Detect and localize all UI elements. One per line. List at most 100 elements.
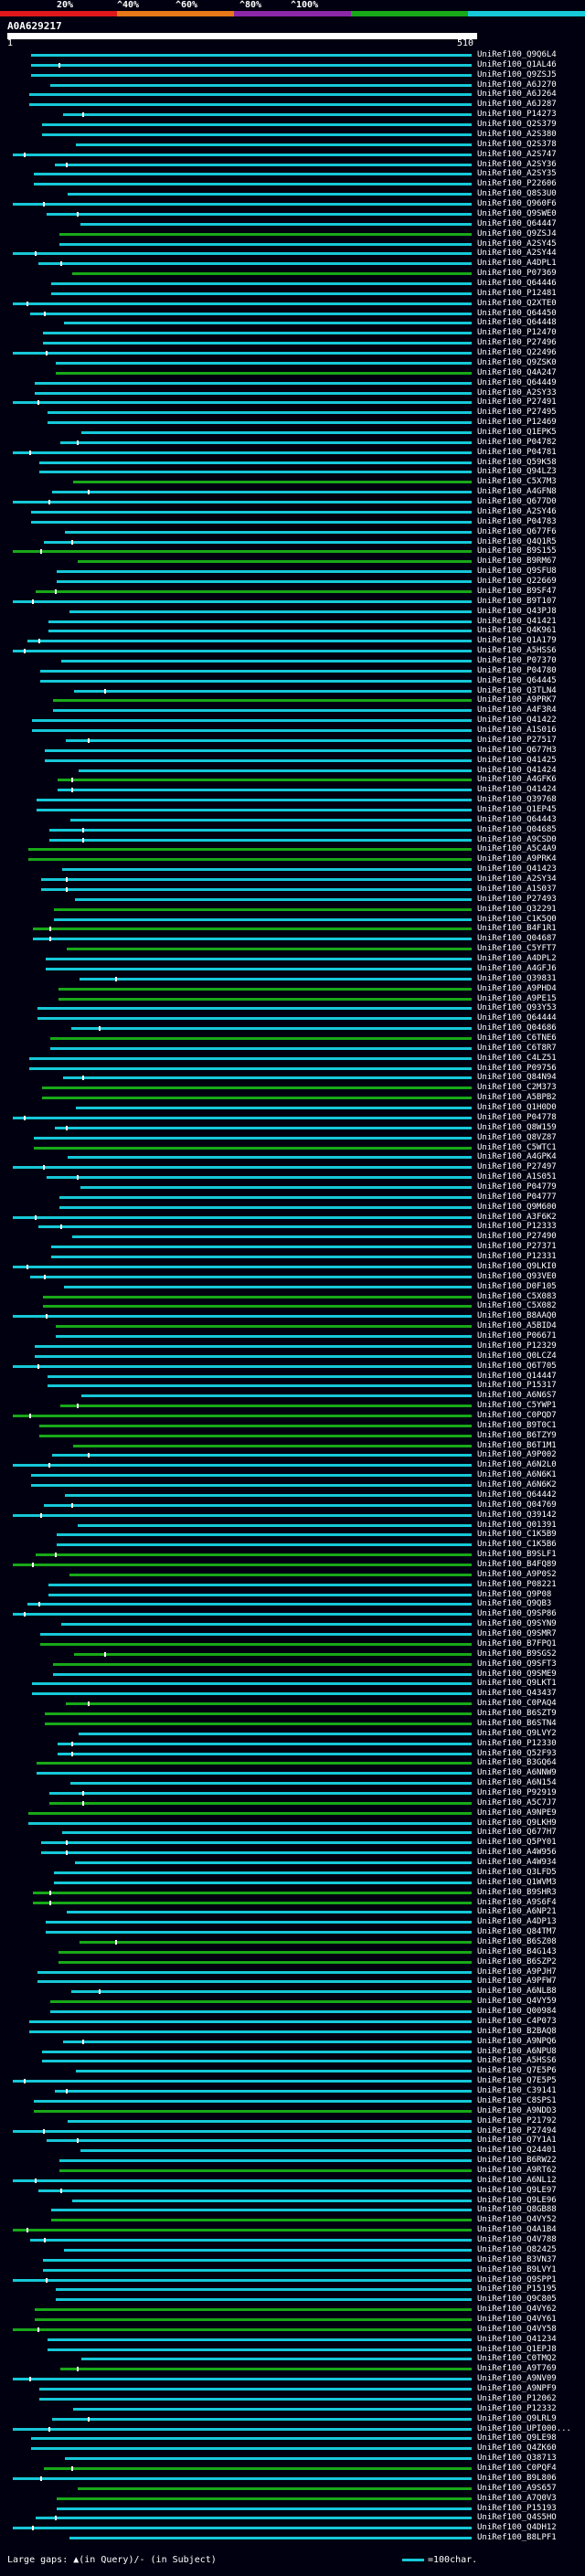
hit-id-link[interactable]: UniRef100_Q41234 [477, 2334, 557, 2344]
hit-id-link[interactable]: UniRef100_A6N154 [477, 1778, 557, 1788]
hit-id-link[interactable]: UniRef100_A2SY35 [477, 169, 557, 179]
hit-id-link[interactable]: UniRef100_C1K5B9 [477, 1530, 557, 1540]
hit-id-link[interactable]: UniRef100_C5X7M3 [477, 477, 557, 487]
hit-id-link[interactable]: UniRef100_B3VN37 [477, 2254, 557, 2264]
hit-id-link[interactable]: UniRef100_Q9Q6L4 [477, 50, 557, 59]
hit-id-link[interactable]: UniRef100_Q4A247 [477, 367, 557, 377]
hit-row[interactable]: UniRef100_Q4VY52 [0, 2215, 585, 2224]
hit-row[interactable]: UniRef100_C0PQF4 [0, 2464, 585, 2474]
hit-id-link[interactable]: UniRef100_Q9ZSJ5 [477, 69, 557, 80]
hit-row[interactable]: UniRef100_P15317 [0, 1381, 585, 1390]
hit-id-link[interactable]: UniRef100_Q677D0 [477, 497, 557, 507]
hit-id-link[interactable]: UniRef100_Q1A179 [477, 636, 557, 646]
hit-id-link[interactable]: UniRef100_C5YWP1 [477, 1401, 557, 1411]
hit-id-link[interactable]: UniRef100_A5BPB2 [477, 1093, 557, 1103]
hit-id-link[interactable]: UniRef100_P27517 [477, 735, 557, 745]
hit-id-link[interactable]: UniRef100_A6N6K1 [477, 1470, 557, 1480]
hit-id-link[interactable]: UniRef100_P12481 [477, 288, 557, 298]
hit-id-link[interactable]: UniRef100_Q4VY58 [477, 2324, 557, 2334]
hit-row[interactable]: UniRef100_C0PQD7 [0, 1411, 585, 1420]
hit-id-link[interactable]: UniRef100_B6SZT9 [477, 1709, 557, 1719]
hit-id-link[interactable]: UniRef100_Q3TLN4 [477, 685, 557, 695]
hit-row[interactable]: UniRef100_A6NL12 [0, 2176, 585, 2185]
hit-id-link[interactable]: UniRef100_P15193 [477, 2503, 557, 2513]
hit-id-link[interactable]: UniRef100_Q93VE0 [477, 1271, 557, 1281]
hit-row[interactable]: UniRef100_Q9SWE0 [0, 209, 585, 218]
hit-row[interactable]: UniRef100_Q1WVM3 [0, 1878, 585, 1887]
hit-row[interactable]: UniRef100_Q9SP86 [0, 1609, 585, 1619]
hit-row[interactable]: UniRef100_A2SY34 [0, 875, 585, 884]
hit-id-link[interactable]: UniRef100_Q9LKH9 [477, 1818, 557, 1828]
hit-id-link[interactable]: UniRef100_P06671 [477, 1331, 557, 1341]
hit-row[interactable]: UniRef100_C5X083 [0, 1292, 585, 1301]
hit-id-link[interactable]: UniRef100_A1S016 [477, 726, 557, 736]
hit-id-link[interactable]: UniRef100_B6TZY9 [477, 1430, 557, 1440]
hit-row[interactable]: UniRef100_P12332 [0, 2404, 585, 2413]
hit-id-link[interactable]: UniRef100_P27496 [477, 338, 557, 348]
hit-id-link[interactable]: UniRef100_C6T8R7 [477, 1043, 557, 1053]
hit-row[interactable]: UniRef100_Q1AL46 [0, 59, 585, 69]
hit-row[interactable]: UniRef100_Q94LZ3 [0, 467, 585, 476]
hit-row[interactable]: UniRef100_C4LZ51 [0, 1054, 585, 1063]
hit-id-link[interactable]: UniRef100_Q14447 [477, 1371, 557, 1381]
hit-row[interactable]: UniRef100_C2M373 [0, 1083, 585, 1092]
hit-row[interactable]: UniRef100_C6TNE6 [0, 1034, 585, 1043]
hit-row[interactable]: UniRef100_Q1EPJ8 [0, 2344, 585, 2354]
hit-row[interactable]: UniRef100_Q9Q6L4 [0, 50, 585, 59]
hit-id-link[interactable]: UniRef100_A9NPE9 [477, 1807, 557, 1818]
hit-id-link[interactable]: UniRef100_A4GFK6 [477, 775, 557, 785]
hit-id-link[interactable]: UniRef100_Q39142 [477, 1510, 557, 1520]
hit-row[interactable]: UniRef100_B6T1M1 [0, 1441, 585, 1450]
hit-id-link[interactable]: UniRef100_Q22496 [477, 348, 557, 358]
hit-id-link[interactable]: UniRef100_Q1EP45 [477, 805, 557, 814]
hit-id-link[interactable]: UniRef100_Q4Q1R5 [477, 536, 557, 546]
hit-row[interactable]: UniRef100_P12062 [0, 2394, 585, 2403]
hit-row[interactable]: UniRef100_Q9SMR7 [0, 1629, 585, 1639]
hit-id-link[interactable]: UniRef100_Q2S378 [477, 139, 557, 149]
hit-id-link[interactable]: UniRef100_Q04686 [477, 1023, 557, 1034]
hit-id-link[interactable]: UniRef100_C0PQF4 [477, 2464, 557, 2474]
hit-id-link[interactable]: UniRef100_Q9SMR7 [477, 1629, 557, 1639]
hit-row[interactable]: UniRef100_A5BID4 [0, 1321, 585, 1330]
hit-row[interactable]: UniRef100_Q677H7 [0, 1828, 585, 1837]
hit-row[interactable]: UniRef100_P27497 [0, 1162, 585, 1172]
hit-row[interactable]: UniRef100_B4FQ89 [0, 1560, 585, 1569]
hit-id-link[interactable]: UniRef100_Q1AL46 [477, 59, 557, 69]
hit-row[interactable]: UniRef100_Q9P08 [0, 1590, 585, 1599]
hit-row[interactable]: UniRef100_Q4A247 [0, 367, 585, 377]
hit-id-link[interactable]: UniRef100_A6N6S7 [477, 1391, 557, 1401]
hit-id-link[interactable]: UniRef100_P27493 [477, 894, 557, 904]
hit-row[interactable]: UniRef100_A9PRK7 [0, 695, 585, 705]
hit-row[interactable]: UniRef100_C5X7M3 [0, 477, 585, 487]
hit-row[interactable]: UniRef100_C39141 [0, 2086, 585, 2095]
hit-id-link[interactable]: UniRef100_Q41422 [477, 716, 557, 726]
hit-row[interactable]: UniRef100_Q64446 [0, 278, 585, 288]
hit-id-link[interactable]: UniRef100_Q1EPJ8 [477, 2344, 557, 2354]
hit-row[interactable]: UniRef100_Q01391 [0, 1521, 585, 1530]
hit-id-link[interactable]: UniRef100_Q64446 [477, 278, 557, 288]
hit-row[interactable]: UniRef100_Q64442 [0, 1490, 585, 1500]
hit-row[interactable]: UniRef100_Q64447 [0, 219, 585, 228]
hit-id-link[interactable]: UniRef100_B9L806 [477, 2473, 557, 2483]
hit-id-link[interactable]: UniRef100_A5HSS6 [477, 2056, 557, 2066]
hit-id-link[interactable]: UniRef100_Q9SP86 [477, 1609, 557, 1619]
hit-row[interactable]: UniRef100_B3VN37 [0, 2254, 585, 2264]
hit-row[interactable]: UniRef100_P15195 [0, 2284, 585, 2294]
hit-row[interactable]: UniRef100_P04778 [0, 1113, 585, 1122]
hit-row[interactable]: UniRef100_Q9LE97 [0, 2186, 585, 2195]
hit-row[interactable]: UniRef100_Q9SPP1 [0, 2275, 585, 2284]
hit-id-link[interactable]: UniRef100_A9PHD4 [477, 983, 557, 993]
hit-row[interactable]: UniRef100_A9PE15 [0, 994, 585, 1003]
hit-row[interactable]: UniRef100_A4DPL2 [0, 954, 585, 963]
hit-row[interactable]: UniRef100_P08221 [0, 1580, 585, 1589]
hit-row[interactable]: UniRef100_A5HSS6 [0, 2056, 585, 2066]
hit-id-link[interactable]: UniRef100_P27497 [477, 1162, 557, 1172]
hit-row[interactable]: UniRef100_P14273 [0, 110, 585, 119]
hit-id-link[interactable]: UniRef100_Q41425 [477, 755, 557, 765]
hit-row[interactable]: UniRef100_Q8W159 [0, 1123, 585, 1132]
hit-row[interactable]: UniRef100_C5X082 [0, 1301, 585, 1310]
hit-id-link[interactable]: UniRef100_A5C4A9 [477, 844, 557, 854]
hit-id-link[interactable]: UniRef100_Q64450 [477, 308, 557, 318]
hit-row[interactable]: UniRef100_A5HSS6 [0, 646, 585, 655]
hit-row[interactable]: UniRef100_Q93VE0 [0, 1271, 585, 1281]
